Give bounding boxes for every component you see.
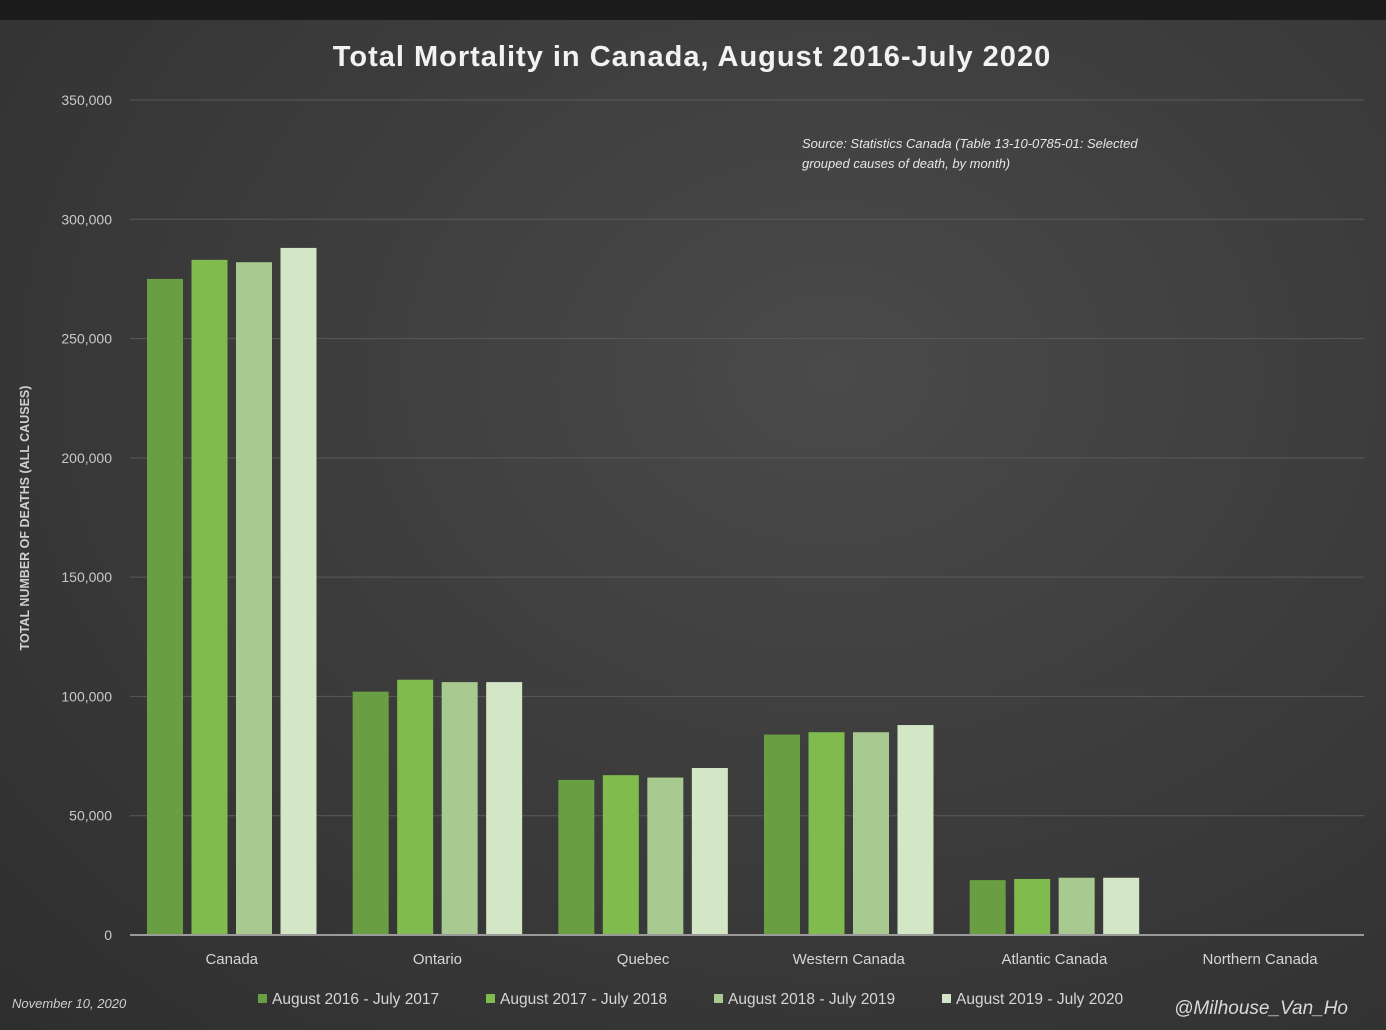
bar-canada-series-3	[236, 262, 272, 935]
legend-swatch	[486, 994, 495, 1003]
author-credit: @Milhouse_Van_Ho	[1174, 998, 1348, 1019]
bar-quebec-series-2	[602, 775, 639, 935]
source-note-line1: Source: Statistics Canada (Table 13-10-0…	[802, 136, 1138, 151]
y-tick-label: 300,000	[61, 211, 112, 227]
bar-atlantic-canada-series-4	[1103, 877, 1140, 935]
bar-western-canada-series-2	[808, 732, 845, 935]
y-tick-label: 250,000	[61, 331, 112, 347]
y-tick-label: 0	[104, 927, 112, 943]
y-tick-label: 350,000	[61, 92, 112, 108]
category-labels: Canada Ontario Quebec Western Canada Atlanti…	[205, 951, 1318, 968]
bar-western-canada-series-3	[853, 732, 889, 935]
bar-atlantic-canada-series-2	[1014, 878, 1051, 935]
bar-ontario-series-2	[397, 679, 434, 935]
source-note-line2: grouped causes of death, by month)	[802, 156, 1010, 171]
legend-swatch	[258, 994, 267, 1003]
bar-canada-series-4	[280, 247, 317, 935]
x-category-label: Northern Canada	[1203, 951, 1319, 968]
gridlines	[130, 99, 1364, 817]
legend-label: August 2019 - July 2020	[956, 991, 1124, 1008]
y-tick-label: 100,000	[61, 688, 112, 704]
bar-quebec-series-4	[691, 768, 728, 935]
bar-canada-series-2	[191, 259, 228, 935]
bar-ontario-series-1	[352, 691, 389, 935]
y-tick-label: 150,000	[61, 569, 112, 585]
legend-label: August 2018 - July 2019	[728, 991, 895, 1008]
bar-quebec-series-1	[558, 779, 595, 935]
bar-canada-series-1	[147, 278, 183, 935]
x-category-label: Western Canada	[793, 951, 906, 968]
y-axis-label: TOTAL NUMBER OF DEATHS (ALL CAUSES)	[18, 386, 32, 651]
x-category-label: Atlantic Canada	[1001, 951, 1108, 968]
date-note: November 10, 2020	[12, 996, 127, 1011]
legend-swatch	[942, 994, 951, 1003]
legend: August 2016 - July 2017 August 2017 - Jul…	[258, 991, 1124, 1008]
legend-swatch	[714, 994, 723, 1003]
bar-atlantic-canada-series-3	[1058, 877, 1095, 935]
mortality-bar-chart: Total Mortality in Canada, August 2016-J…	[12, 41, 1364, 1019]
bar-western-canada-series-4	[897, 725, 934, 935]
bar-atlantic-canada-series-1	[969, 880, 1006, 935]
bars	[147, 247, 1345, 936]
y-tick-label: 200,000	[61, 450, 112, 466]
x-category-label: Quebec	[617, 951, 670, 968]
x-category-label: Ontario	[413, 951, 462, 968]
bar-western-canada-series-1	[764, 734, 800, 935]
y-tick-label: 50,000	[69, 808, 112, 824]
y-axis-ticks: 0 50,000 100,000 150,000 200,000 250,000 300,0…	[61, 92, 112, 943]
legend-label: August 2016 - July 2017	[272, 991, 439, 1008]
bar-ontario-series-3	[441, 682, 478, 935]
bar-ontario-series-4	[486, 682, 523, 935]
bar-quebec-series-3	[647, 777, 684, 935]
chart-frame: Total Mortality in Canada, August 2016-J…	[0, 20, 1386, 1030]
legend-label: August 2017 - July 2018	[500, 991, 667, 1008]
chart-title: Total Mortality in Canada, August 2016-J…	[333, 41, 1051, 73]
x-category-label: Canada	[205, 951, 258, 968]
